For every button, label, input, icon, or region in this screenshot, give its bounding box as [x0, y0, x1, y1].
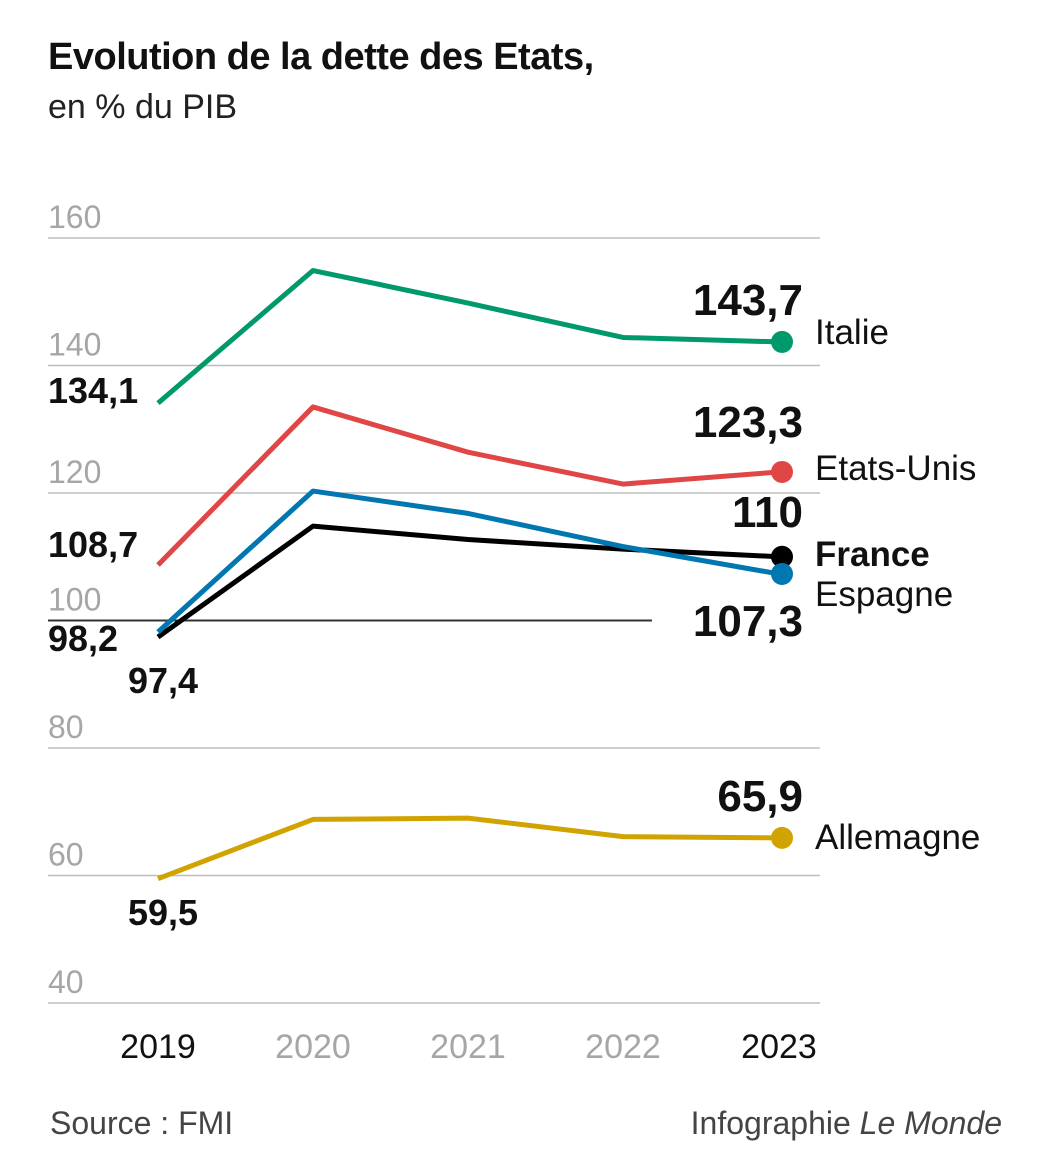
- end-marker-espagne: [771, 562, 793, 585]
- start-label-allemagne: 59,5: [128, 892, 198, 933]
- credit-brand: Le Monde: [859, 1105, 1002, 1141]
- source-note: Source : FMI: [50, 1105, 234, 1141]
- credit-prefix: Infographie: [690, 1105, 860, 1141]
- series-name-espagne: Espagne: [815, 575, 953, 614]
- series-lines: [156, 268, 793, 882]
- y-tick-100: 100: [48, 582, 101, 618]
- end-label-france: 110: [732, 488, 803, 537]
- x-tick-2020: 2020: [275, 1028, 351, 1066]
- end-marker-france: [771, 545, 793, 568]
- chart-title: Evolution de la dette des Etats,: [48, 36, 594, 78]
- grid-layer: 40 60 80 100 120 140 160: [48, 199, 820, 1004]
- x-axis: 2019 2020 2021 2022 2023: [120, 1028, 817, 1066]
- y-tick-80: 80: [48, 709, 84, 745]
- end-label-espagne: 107,3: [693, 597, 803, 646]
- series-line-etats-unis: [156, 404, 780, 567]
- series-line-espagne: [156, 488, 780, 634]
- y-tick-160: 160: [48, 199, 101, 235]
- chart-subtitle: en % du PIB: [48, 88, 238, 126]
- start-label-etats-unis: 108,7: [48, 524, 138, 565]
- end-marker-italie: [771, 330, 793, 353]
- series-name-italie: Italie: [815, 313, 889, 352]
- series-name-etats-unis: Etats-Unis: [815, 449, 976, 488]
- start-label-italie: 134,1: [48, 370, 138, 411]
- y-tick-140: 140: [48, 327, 101, 363]
- y-tick-40: 40: [48, 964, 84, 1000]
- end-label-etats-unis: 123,3: [693, 398, 803, 447]
- start-label-france: 97,4: [128, 660, 198, 701]
- credit-note: Infographie Le Monde: [691, 1105, 1002, 1142]
- y-tick-60: 60: [48, 837, 84, 873]
- start-label-espagne: 98,2: [48, 618, 118, 659]
- y-tick-120: 120: [48, 454, 101, 490]
- end-marker-allemagne: [771, 826, 793, 849]
- end-label-allemagne: 65,9: [717, 772, 803, 821]
- x-tick-2021: 2021: [430, 1028, 506, 1066]
- x-tick-2023: 2023: [741, 1028, 817, 1066]
- series-line-france: [156, 523, 780, 640]
- end-label-italie: 143,7: [693, 276, 803, 325]
- x-tick-2022: 2022: [585, 1028, 661, 1066]
- series-name-allemagne: Allemagne: [815, 818, 980, 857]
- series-name-france: France: [815, 535, 930, 574]
- data-labels: 134,1 143,7 Italie 108,7 123,3 Etats-Unis 97,4…: [48, 276, 980, 933]
- x-tick-2019: 2019: [120, 1028, 196, 1066]
- series-line-allemagne: [157, 815, 780, 882]
- series-line-italie: [156, 268, 780, 406]
- end-marker-etats-unis: [771, 460, 793, 483]
